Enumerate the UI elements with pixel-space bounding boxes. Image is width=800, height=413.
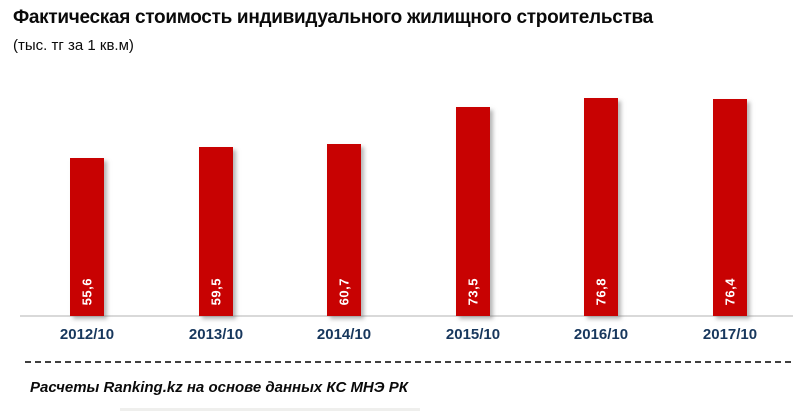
x-axis-label-2016/10: 2016/10: [573, 326, 629, 343]
separator-dashed-line: [25, 361, 791, 363]
bar-value-label: 76,4: [722, 277, 738, 305]
bar-2017/10: 76,4: [713, 99, 747, 316]
bar-value-label: 60,7: [336, 277, 352, 305]
bar-value-label: 55,6: [79, 277, 95, 305]
source-note: Расчеты Ranking.kz на основе данных КС М…: [30, 379, 408, 396]
chart-title: Фактическая стоимость индивидуального жи…: [13, 7, 653, 28]
x-axis-label-2017/10: 2017/10: [702, 326, 758, 343]
x-axis-label-2015/10: 2015/10: [445, 326, 501, 343]
x-axis-label-2014/10: 2014/10: [316, 326, 372, 343]
bar-value-label: 73,5: [465, 277, 481, 305]
bar-2012/10: 55,6: [70, 158, 104, 316]
bar-value-label: 59,5: [208, 277, 224, 305]
chart-subtitle: (тыс. тг за 1 кв.м): [13, 37, 134, 54]
bar-value-label: 76,8: [593, 277, 609, 305]
x-axis-label-2012/10: 2012/10: [59, 326, 115, 343]
bottom-edge-artifact: [120, 408, 420, 411]
bar-2015/10: 73,5: [456, 107, 490, 316]
bar-2014/10: 60,7: [327, 144, 361, 316]
x-axis-line: [20, 315, 793, 317]
bar-2016/10: 76,8: [584, 98, 618, 316]
x-axis-label-2013/10: 2013/10: [188, 326, 244, 343]
bar-2013/10: 59,5: [199, 147, 233, 316]
